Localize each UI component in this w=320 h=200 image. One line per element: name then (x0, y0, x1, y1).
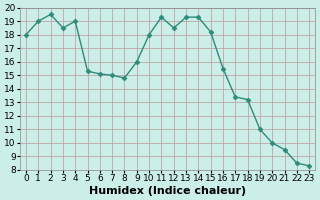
X-axis label: Humidex (Indice chaleur): Humidex (Indice chaleur) (89, 186, 246, 196)
